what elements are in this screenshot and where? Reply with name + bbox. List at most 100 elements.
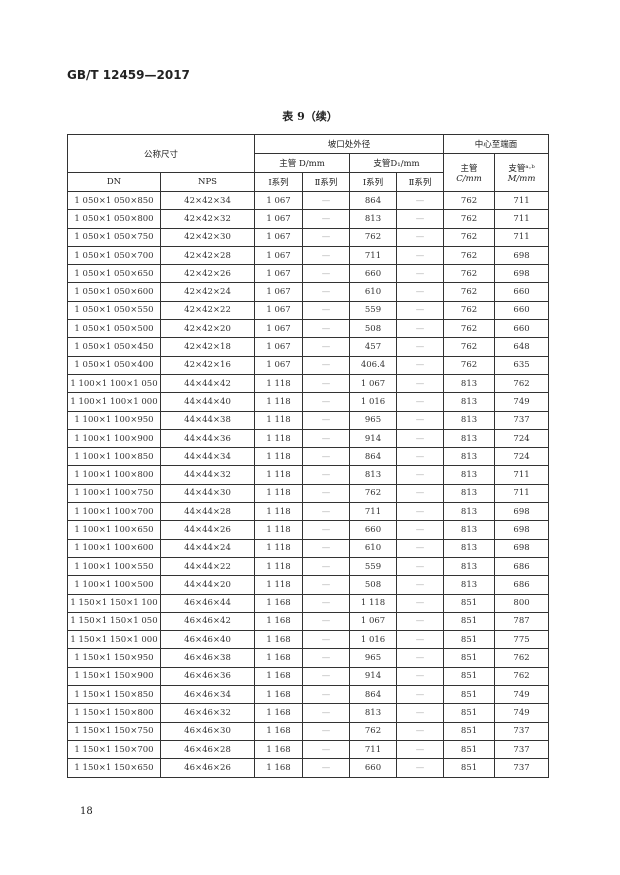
cell-branch-d1-series-1: 1 016: [349, 392, 398, 412]
cell-run-d-series-1: 1 067: [254, 319, 304, 339]
table-row: 1 150×1 150×900 46×46×36 1 168—914—851 762: [67, 666, 550, 687]
cell-run-c: 851: [443, 703, 496, 723]
cell-run-d-series-2: —: [302, 410, 351, 430]
cell-branch-d1-series-1: 813: [349, 209, 398, 229]
table-row: 1 050×1 050×550 42×42×22 1 067—559—762 660: [67, 300, 550, 321]
cell-dn: 1 150×1 150×1 000: [67, 630, 161, 650]
table-row: 1 100×1 100×850 44×44×34 1 118—864—813 724: [67, 447, 550, 467]
cell-dn: 1 050×1 050×650: [67, 264, 161, 284]
cell-branch-d1-series-1: 610: [349, 282, 398, 302]
cell-branch-d1-series-2: —: [396, 410, 445, 430]
cell-run-c: 851: [443, 758, 496, 778]
cell-run-c: 762: [443, 190, 496, 211]
cell-branch-m: 749: [494, 685, 550, 705]
cell-branch-d1-series-1: 1 118: [349, 593, 398, 613]
table-row: 1 100×1 100×950 44×44×38 1 118—965—813 737: [67, 410, 550, 430]
cell-nps: 44×44×40: [159, 392, 256, 412]
cell-branch-d1-series-2: —: [396, 502, 445, 522]
cell-run-d-series-1: 1 067: [254, 300, 304, 321]
cell-nps: 44×44×20: [159, 575, 256, 595]
cell-nps: 42×42×32: [159, 209, 256, 229]
cell-dn: 1 100×1 100×1 050: [67, 373, 161, 394]
table-row: 1 050×1 050×750 42×42×30 1 067—762—762 711: [67, 227, 550, 247]
cell-branch-d1-series-1: 1 067: [349, 373, 398, 394]
cell-branch-d1-series-1: 610: [349, 538, 398, 558]
cell-branch-d1-series-1: 813: [349, 703, 398, 723]
cell-dn: 1 150×1 150×900: [67, 666, 161, 687]
cell-branch-d1-series-2: —: [396, 428, 445, 449]
cell-branch-d1-series-2: —: [396, 447, 445, 467]
header-run-series-1: Ⅰ系列: [254, 172, 304, 192]
header-branch-series-2: Ⅱ系列: [396, 172, 445, 192]
cell-run-d-series-2: —: [302, 575, 351, 595]
header-center-to-end: 中心至端面: [443, 134, 550, 154]
page-number: 18: [80, 806, 93, 817]
header-run-c: 主管 C/mm: [443, 153, 496, 192]
cell-branch-d1-series-2: —: [396, 538, 445, 558]
cell-nps: 42×42×18: [159, 337, 256, 357]
cell-nps: 46×46×30: [159, 721, 256, 741]
table-row: 1 100×1 100×550 44×44×22 1 118—559—813 686: [67, 556, 550, 577]
cell-run-d-series-1: 1 118: [254, 520, 304, 540]
cell-branch-m: 762: [494, 666, 550, 687]
table-row: 1 100×1 100×750 44×44×30 1 118—762—813 711: [67, 483, 550, 504]
table-row: 1 050×1 050×400 42×42×16 1 067—406.4—762 63…: [67, 355, 550, 375]
cell-nps: 44×44×34: [159, 447, 256, 467]
cell-run-c: 813: [443, 410, 496, 430]
cell-dn: 1 050×1 050×500: [67, 319, 161, 339]
cell-run-c: 813: [443, 520, 496, 540]
cell-nps: 46×46×44: [159, 593, 256, 613]
cell-branch-d1-series-2: —: [396, 209, 445, 229]
header-branch-series-1: Ⅰ系列: [349, 172, 398, 192]
table-row: 1 150×1 150×1 000 46×46×40 1 168—1 016—851…: [67, 630, 550, 650]
cell-branch-d1-series-1: 660: [349, 520, 398, 540]
cell-branch-d1-series-2: —: [396, 373, 445, 394]
table-row: 1 050×1 050×700 42×42×28 1 067—711—762 698: [67, 245, 550, 266]
cell-run-d-series-1: 1 118: [254, 538, 304, 558]
cell-branch-d1-series-2: —: [396, 520, 445, 540]
cell-run-c: 762: [443, 209, 496, 229]
cell-branch-m: 800: [494, 593, 550, 613]
cell-nps: 42×42×30: [159, 227, 256, 247]
cell-branch-d1-series-1: 559: [349, 556, 398, 577]
cell-run-c: 813: [443, 373, 496, 394]
cell-run-d-series-2: —: [302, 593, 351, 613]
cell-branch-d1-series-2: —: [396, 300, 445, 321]
cell-run-d-series-1: 1 067: [254, 282, 304, 302]
cell-run-d-series-1: 1 118: [254, 428, 304, 449]
cell-nps: 44×44×32: [159, 465, 256, 485]
header-branch-m-unit: M/mm: [507, 173, 536, 184]
table-row: 1 150×1 150×950 46×46×38 1 168—965—851 762: [67, 648, 550, 668]
cell-branch-m: 724: [494, 447, 550, 467]
header-bevel-od: 坡口处外径: [254, 134, 445, 154]
cell-run-c: 851: [443, 630, 496, 650]
cell-run-c: 851: [443, 721, 496, 741]
header-run-d: 主管 D/mm: [254, 153, 351, 173]
cell-run-d-series-2: —: [302, 447, 351, 467]
cell-branch-m: 660: [494, 300, 550, 321]
cell-run-d-series-2: —: [302, 483, 351, 504]
table-row: 1 100×1 100×650 44×44×26 1 118—660—813 698: [67, 520, 550, 540]
header-run-c-unit: C/mm: [456, 173, 482, 184]
cell-nps: 44×44×42: [159, 373, 256, 394]
cell-run-d-series-1: 1 067: [254, 264, 304, 284]
cell-run-d-series-2: —: [302, 703, 351, 723]
cell-run-d-series-2: —: [302, 520, 351, 540]
cell-branch-m: 711: [494, 483, 550, 504]
cell-branch-m: 711: [494, 465, 550, 485]
cell-branch-d1-series-1: 711: [349, 739, 398, 760]
cell-branch-m: 737: [494, 758, 550, 778]
cell-branch-m: 698: [494, 520, 550, 540]
cell-run-c: 813: [443, 392, 496, 412]
cell-run-d-series-1: 1 168: [254, 685, 304, 705]
table-row: 1 100×1 100×500 44×44×20 1 118—508—813 686: [67, 575, 550, 595]
table-row: 1 050×1 050×600 42×42×24 1 067—610—762 660: [67, 282, 550, 302]
cell-branch-m: 737: [494, 721, 550, 741]
cell-branch-d1-series-1: 965: [349, 410, 398, 430]
cell-branch-d1-series-1: 711: [349, 502, 398, 522]
cell-branch-d1-series-1: 864: [349, 190, 398, 211]
cell-run-d-series-1: 1 067: [254, 355, 304, 375]
cell-run-c: 762: [443, 337, 496, 357]
cell-dn: 1 100×1 100×950: [67, 410, 161, 430]
cell-run-c: 851: [443, 666, 496, 687]
